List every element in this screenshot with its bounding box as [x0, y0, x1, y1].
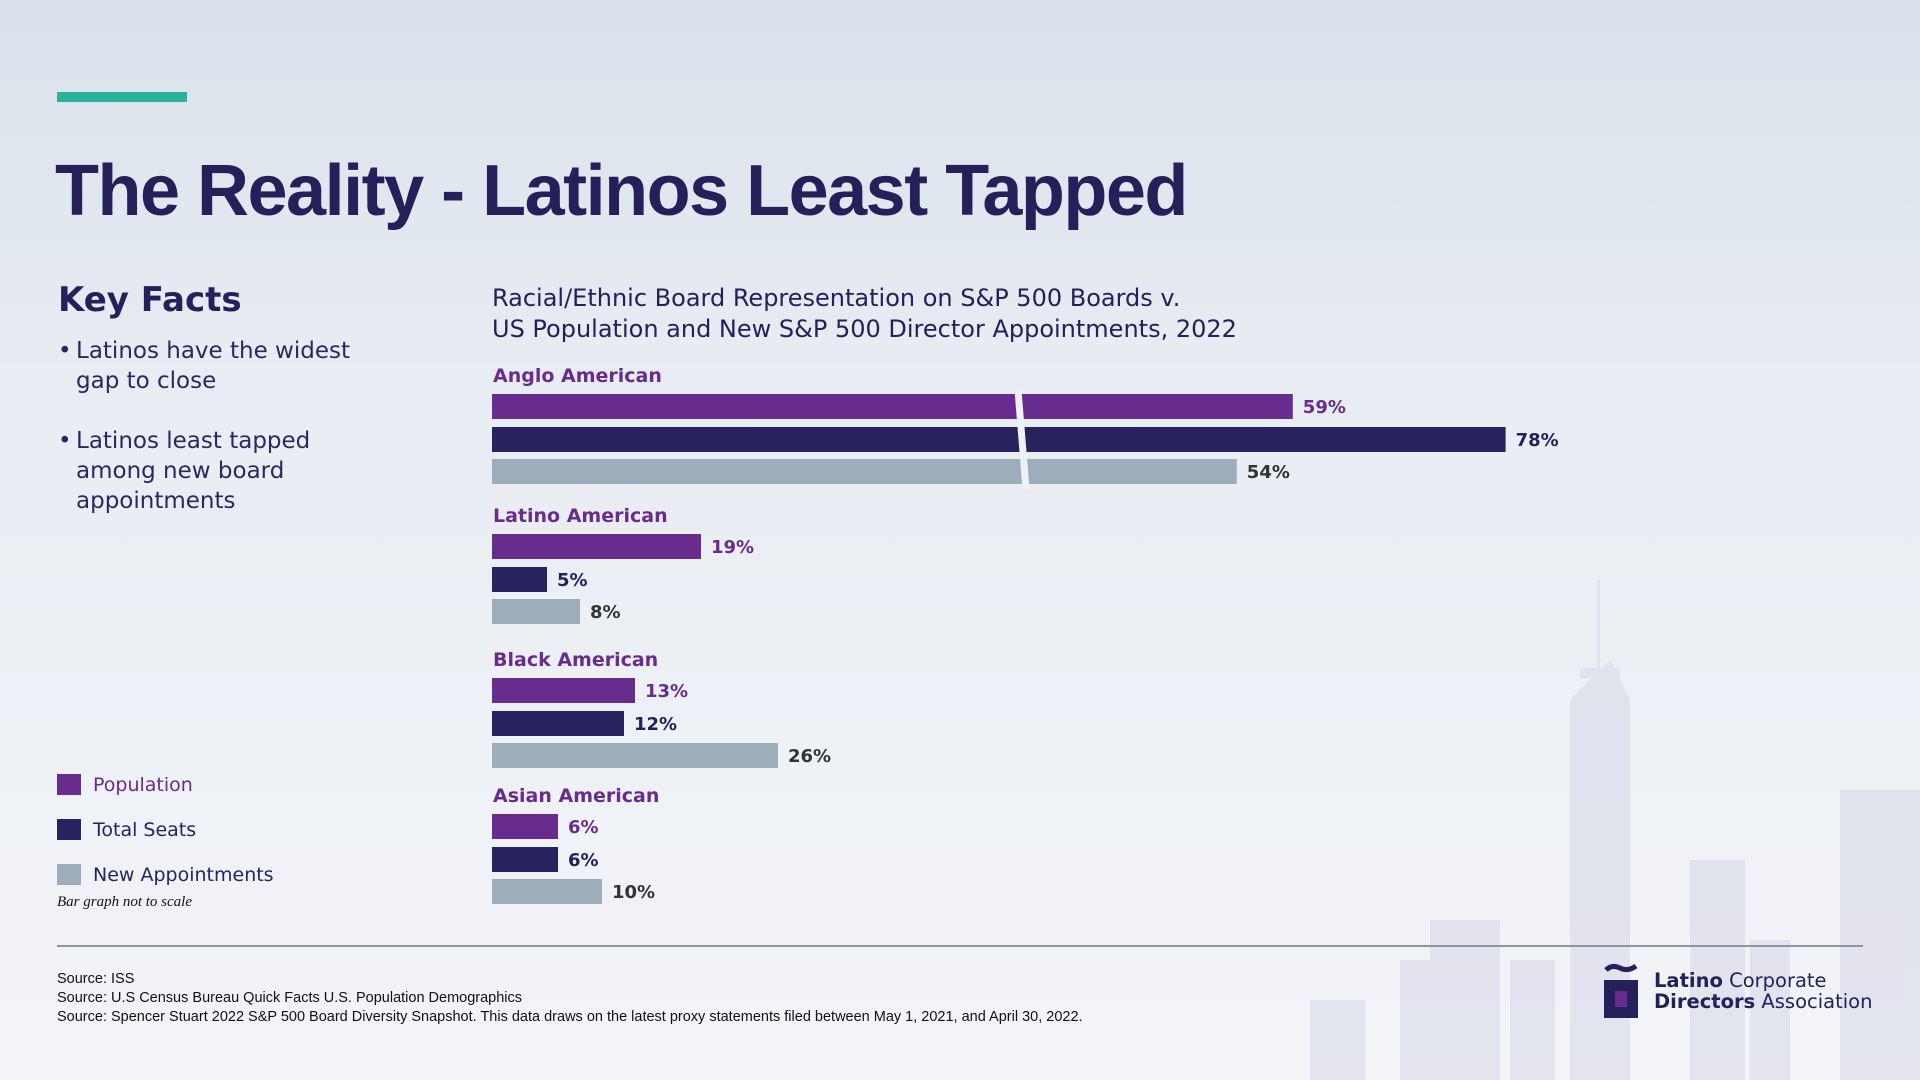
data-label: 19%: [711, 537, 754, 558]
category-label: Latino American: [493, 505, 668, 527]
logo-text-rest: Corporate: [1729, 969, 1827, 992]
bar-total-seats: [492, 711, 624, 736]
legend-item-total-seats: Total Seats: [57, 807, 274, 852]
data-label: 8%: [590, 602, 621, 623]
logo-mark-icon: [1604, 963, 1638, 1018]
chart-title: Racial/Ethnic Board Representation on S&…: [492, 283, 1237, 345]
logo-text-bold: Latino: [1654, 969, 1723, 992]
chart-note: Bar graph not to scale: [57, 894, 192, 910]
bar-new-appointments: [492, 599, 580, 624]
legend-label: Population: [93, 773, 193, 796]
key-facts-list: Latinos have the widest gap to close Lat…: [58, 336, 388, 546]
bar-new-appointments: [492, 459, 1237, 484]
legend-swatch: [57, 864, 81, 885]
logo-text: Latino Corporate Directors Association: [1654, 970, 1872, 1012]
data-label: 26%: [788, 746, 831, 767]
data-label: 6%: [568, 850, 599, 871]
data-label: 78%: [1516, 430, 1559, 451]
bar-population: [492, 394, 1293, 419]
accent-bar: [57, 92, 187, 102]
category-label: Asian American: [493, 785, 659, 807]
bar-population: [492, 678, 635, 703]
legend-swatch: [57, 819, 81, 840]
chart-title-line: Racial/Ethnic Board Representation on S&…: [492, 284, 1181, 312]
data-label: 10%: [612, 882, 655, 903]
source-line: Source: Spencer Stuart 2022 S&P 500 Boar…: [57, 1009, 1083, 1025]
logo-text-bold: Directors: [1654, 990, 1756, 1013]
legend-item-population: Population: [57, 762, 274, 807]
bar-new-appointments: [492, 879, 602, 904]
bar-total-seats: [492, 567, 547, 592]
chart-title-line: US Population and New S&P 500 Director A…: [492, 315, 1237, 343]
divider: [57, 945, 1863, 947]
key-fact-item: Latinos least tapped among new board app…: [58, 426, 388, 516]
data-label: 59%: [1303, 397, 1346, 418]
page-title: The Reality - Latinos Least Tapped: [55, 151, 1188, 231]
data-label: 13%: [645, 681, 688, 702]
bar-population: [492, 534, 701, 559]
legend-label: New Appointments: [93, 863, 274, 886]
bar-new-appointments: [492, 743, 778, 768]
data-label: 5%: [557, 570, 588, 591]
axis-break-mark: [1014, 389, 1030, 490]
category-label: Anglo American: [493, 365, 662, 387]
bar-population: [492, 814, 558, 839]
legend: Population Total Seats New Appointments: [57, 762, 274, 897]
key-facts-heading: Key Facts: [58, 280, 242, 320]
data-label: 54%: [1247, 462, 1290, 483]
sources: Source: ISS Source: U.S Census Bureau Qu…: [57, 970, 1083, 1027]
category-label: Black American: [493, 649, 658, 671]
legend-item-new-appointments: New Appointments: [57, 852, 274, 897]
data-label: 6%: [568, 817, 599, 838]
lcda-logo: Latino Corporate Directors Association: [1602, 962, 1872, 1020]
data-label: 12%: [634, 714, 677, 735]
logo-text-rest: Association: [1761, 990, 1873, 1013]
legend-swatch: [57, 774, 81, 795]
source-line: Source: ISS: [57, 971, 135, 987]
key-fact-item: Latinos have the widest gap to close: [58, 336, 388, 396]
bar-total-seats: [492, 847, 558, 872]
bar-total-seats: [492, 427, 1506, 452]
skyline-background: [1310, 580, 1920, 1080]
source-line: Source: U.S Census Bureau Quick Facts U.…: [57, 990, 523, 1006]
legend-label: Total Seats: [93, 818, 197, 841]
